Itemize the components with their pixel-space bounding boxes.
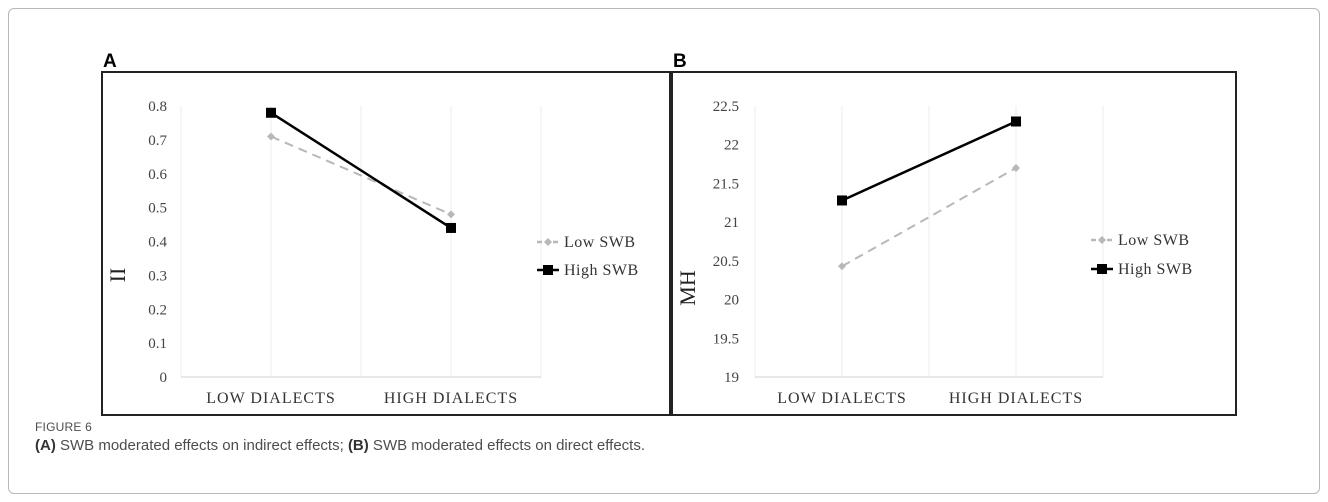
series-line-high-swb (841, 120, 1017, 202)
legend-marker (544, 238, 552, 246)
y-tick-label: 20.5 (713, 254, 739, 270)
legend-marker (1097, 264, 1107, 274)
data-point-low-swb (267, 132, 275, 141)
data-point-low-swb (838, 262, 846, 271)
y-tick-label: 0.4 (148, 235, 167, 251)
data-point-high-swb (446, 222, 456, 233)
panel-b-letter: B (673, 51, 687, 72)
y-axis-title: II (105, 268, 130, 283)
figure-caption: (A) SWB moderated effects on indirect ef… (35, 437, 645, 454)
caption-b-tag: (B) (347, 437, 369, 454)
y-axis-title: MH (675, 270, 700, 306)
data-point-high-swb (266, 107, 276, 118)
y-tick-label: 20 (724, 293, 739, 309)
data-point-high-swb (1011, 116, 1021, 127)
chart-panel-a: 0 0.1 0.2 0.3 0.4 0.5 0.6 0.7 0.8 II LOW DIALECTS H… (101, 71, 671, 416)
legend-label: High SWB (1118, 261, 1193, 278)
chart-a-svg: 0 0.1 0.2 0.3 0.4 0.5 0.6 0.7 0.8 II LOW DIALECTS H… (105, 99, 639, 407)
series-line-high-swb (270, 111, 452, 230)
x-category-label: HIGH DIALECTS (384, 390, 518, 407)
y-tick-label: 0.8 (148, 99, 167, 115)
figure-number: FIGURE 6 (35, 420, 92, 434)
caption-b-text: SWB moderated effects on direct effects. (368, 437, 646, 454)
data-point-low-swb (1012, 163, 1020, 172)
caption-a-text: SWB moderated effects on indirect effect… (55, 437, 344, 454)
series-line-low-swb (841, 167, 1017, 268)
chart-panel-b: 19 19.5 20 20.5 21 21.5 22 22.5 MH LOW DIALECTS HI… (671, 71, 1237, 416)
y-tick-label: 0 (160, 370, 168, 386)
y-tick-label: 0.7 (148, 133, 167, 149)
x-category-label: LOW DIALECTS (206, 390, 335, 407)
y-tick-label: 0.5 (148, 201, 167, 217)
chart-b-svg: 19 19.5 20 20.5 21 21.5 22 22.5 MH LOW DIALECTS HI… (675, 99, 1193, 407)
y-tick-label: 19.5 (713, 331, 739, 347)
data-point-low-swb (447, 210, 455, 219)
y-tick-label: 22.5 (713, 99, 739, 115)
y-tick-label: 21 (724, 215, 739, 231)
y-tick-label: 19 (724, 370, 739, 386)
figure-frame: A 0 0.1 0.2 0.3 0.4 0.5 0.6 0.7 0.8 II LOW DIALECT… (8, 8, 1320, 494)
x-category-label: LOW DIALECTS (777, 390, 906, 407)
y-tick-label: 0.6 (148, 167, 167, 183)
legend-marker (1098, 236, 1106, 244)
y-tick-label: 0.1 (148, 336, 167, 352)
data-point-high-swb (837, 195, 847, 206)
caption-a-tag: (A) (35, 437, 56, 454)
y-tick-label: 21.5 (713, 176, 739, 192)
y-tick-label: 0.3 (148, 268, 167, 284)
y-tick-label: 22 (724, 138, 739, 154)
legend-label: Low SWB (564, 234, 636, 251)
series-line-low-swb (270, 135, 452, 216)
legend-marker (543, 265, 553, 275)
panel-a-letter: A (103, 51, 117, 72)
legend-label: Low SWB (1118, 232, 1190, 249)
legend-label: High SWB (564, 262, 639, 279)
y-tick-label: 0.2 (148, 302, 167, 318)
x-category-label: HIGH DIALECTS (949, 390, 1083, 407)
